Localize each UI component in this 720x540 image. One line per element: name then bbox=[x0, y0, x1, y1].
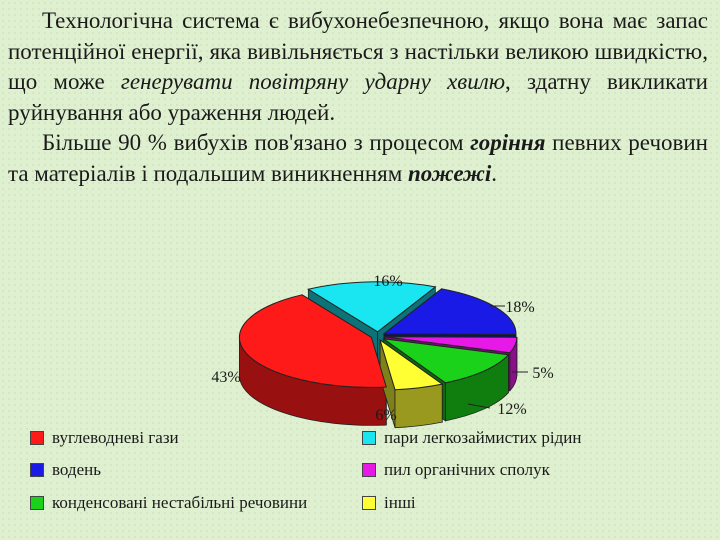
pie-slice-1 bbox=[238, 294, 387, 388]
p2-emphasis-fire: пожежі bbox=[408, 160, 492, 186]
legend-item: вуглеводневі гази bbox=[30, 428, 179, 448]
legend-label: пил органічних сполук bbox=[384, 460, 550, 479]
pct-label-5: 12% bbox=[497, 401, 526, 418]
pie-slice-6 bbox=[379, 338, 444, 391]
body-text: Технологічна система є вибухонебезпечною… bbox=[8, 6, 708, 189]
leader-line bbox=[467, 403, 491, 409]
pie-slice-3 bbox=[382, 288, 517, 335]
legend-swatch bbox=[30, 431, 44, 445]
pie-slice-side bbox=[394, 383, 443, 429]
legend-label: пари легкозаймистих рідин bbox=[384, 428, 582, 447]
legend-label: водень bbox=[52, 460, 101, 479]
p2-text-a: Більше 90 % вибухів пов'язано з процесом bbox=[42, 130, 471, 155]
p1-emphasis: генерувати повітряну ударну хвилю bbox=[120, 69, 506, 94]
pct-label-4: 5% bbox=[532, 365, 553, 382]
legend-swatch bbox=[30, 463, 44, 477]
pie-slice-5 bbox=[383, 338, 510, 384]
pct-label-2: 16% bbox=[373, 273, 402, 290]
legend-swatch bbox=[362, 463, 376, 477]
p2-text-b: певних речовин та матеріалів і подальшим… bbox=[8, 130, 708, 186]
p1-text-b: , здатну викликати руйнування або уражен… bbox=[8, 69, 708, 125]
legend-swatch bbox=[362, 496, 376, 510]
pie-slice-4 bbox=[384, 336, 518, 354]
legend-item: пари легкозаймистих рідин bbox=[362, 428, 582, 448]
legend-item: пил органічних сполук bbox=[362, 460, 550, 480]
paragraph-1: Технологічна система є вибухонебезпечною… bbox=[8, 6, 708, 128]
paragraph-2: Більше 90 % вибухів пов'язано з процесом… bbox=[8, 128, 708, 189]
legend-item: водень bbox=[30, 460, 101, 480]
pie-slice-2 bbox=[307, 281, 437, 333]
legend-swatch bbox=[30, 496, 44, 510]
p2-text-c: . bbox=[491, 160, 498, 186]
legend-item: інші bbox=[362, 493, 416, 513]
legend-label: інші bbox=[384, 493, 416, 512]
legend-item: конденсовані нестабільні речовини bbox=[30, 493, 307, 513]
p1-text-a: Технологічна система є вибухонебезпечною… bbox=[8, 8, 708, 94]
legend-swatch bbox=[362, 431, 376, 445]
pct-label-6: 6% bbox=[375, 407, 396, 424]
pct-label-1: 43% bbox=[211, 369, 240, 386]
legend-label: конденсовані нестабільні речовини bbox=[52, 493, 308, 512]
legend-label: вуглеводневі гази bbox=[52, 428, 179, 447]
pct-label-3: 18% bbox=[505, 299, 534, 316]
p2-emphasis-combustion: горіння bbox=[470, 130, 546, 155]
